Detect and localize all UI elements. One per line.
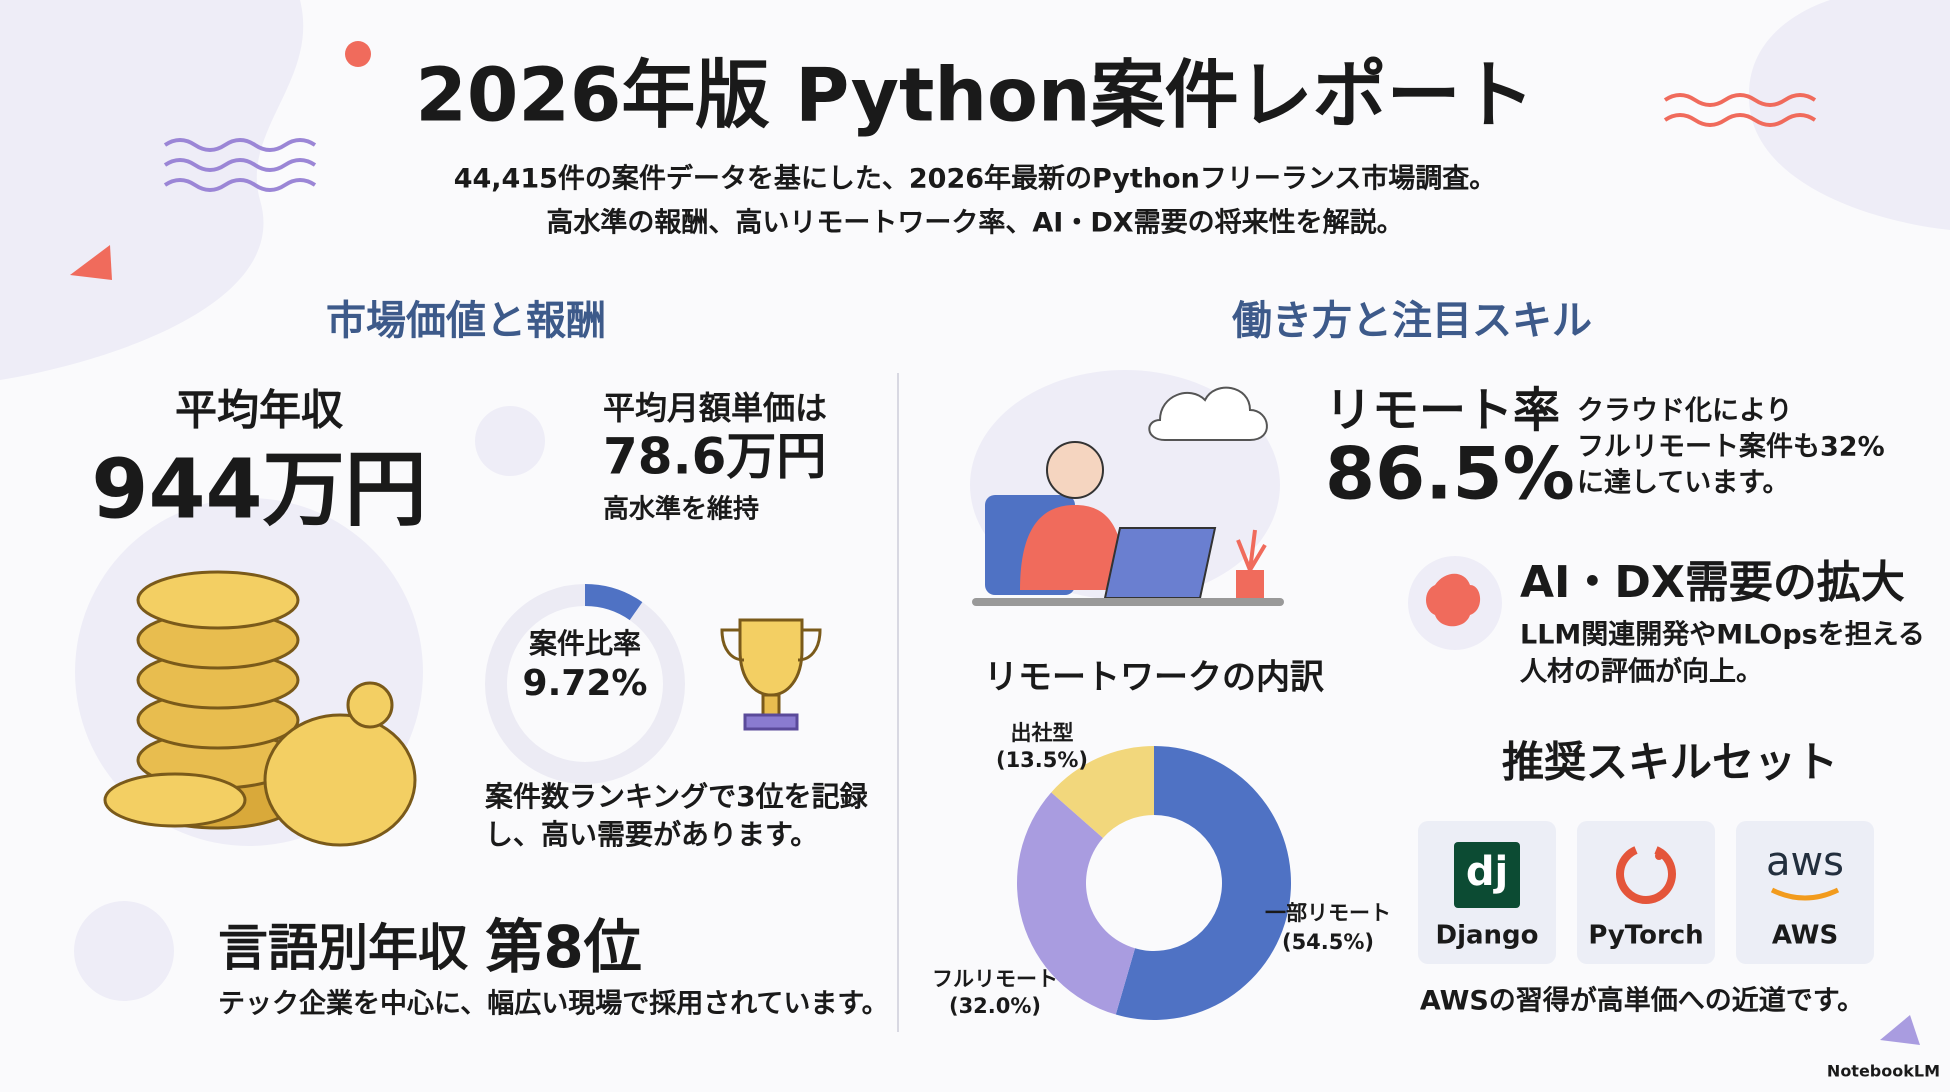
donut-value: 9.72%: [523, 663, 648, 704]
backdrop-circle: [74, 901, 174, 1001]
section-heading: 働き方と注目スキル: [1232, 298, 1592, 344]
triangle-accent: [1880, 1015, 1920, 1045]
skill-name: Django: [1435, 921, 1538, 951]
stat-note: に達しています。: [1577, 468, 1790, 499]
stat-note: 高水準を維持: [603, 494, 759, 525]
blob: [1748, 0, 1950, 230]
coins-illustration: [103, 570, 417, 847]
wave: [163, 138, 317, 192]
subtitle: 高水準の報酬、高いリモートワーク率、AI・DX需要の将来性を解説。: [546, 207, 1403, 239]
feature-note: LLM関連開発やMLOpsを担える: [1520, 620, 1925, 651]
share-arc: [585, 584, 643, 621]
skill-logo: aws: [1766, 839, 1844, 885]
pie-segment: [1115, 746, 1291, 1020]
stat-note: クラウド化により: [1577, 396, 1792, 427]
ai-icon-brain: [1426, 573, 1481, 627]
skill-card: [1736, 821, 1874, 964]
aws-logo-smile: [1770, 887, 1840, 901]
section-heading: 市場価値と報酬: [326, 298, 606, 344]
segment-value: (54.5%): [1282, 930, 1374, 954]
share-donut: [585, 584, 643, 621]
backdrop-circle: [475, 406, 545, 476]
title: 2026年版 Python案件レポート: [415, 53, 1534, 139]
stat-label: リモート率: [1325, 384, 1560, 439]
section-subheading: 推奨スキルセット: [1502, 738, 1838, 787]
pytorch-logo: [1616, 846, 1676, 904]
blob: [0, 0, 304, 380]
skill-note: AWSの習得が高単価への近道です。: [1420, 985, 1864, 1017]
feature-title: AI・DX需要の拡大: [1520, 557, 1905, 608]
stat-note: し、高い需要があります。: [485, 818, 818, 851]
skill-card: [1577, 821, 1715, 964]
segment-value: (13.5%): [996, 748, 1088, 772]
pytorch-logo-dot: [1655, 852, 1663, 860]
triangle-accent: [70, 245, 112, 280]
django-logo: [1454, 842, 1520, 908]
segment-value: (32.0%): [949, 994, 1041, 1018]
remote-work-illustration: [970, 370, 1284, 606]
stat-label: 平均月額単価は: [603, 389, 827, 427]
rank-note: テック企業を中心に、幅広い現場で採用されています。: [218, 989, 889, 1020]
segment-name: 一部リモート: [1265, 901, 1391, 925]
remote-donut: [1016, 746, 1291, 1020]
wave: [1663, 93, 1817, 127]
trophy-icon: [720, 618, 822, 731]
segment-name: フルリモート: [932, 967, 1058, 991]
pie-segment: [1051, 746, 1154, 839]
rank-title-text: 言語別年収: [218, 919, 485, 977]
rank-emphasis: 第8位: [485, 913, 641, 981]
donut-label: 案件比率: [529, 627, 641, 660]
stat-value: 78.6万円: [603, 428, 826, 486]
subtitle: 44,415件の案件データを基にした、2026年最新のPythonフリーランス市…: [454, 163, 1497, 195]
chart-title: リモートワークの内訳: [984, 658, 1324, 698]
segment-name: 出社型: [1011, 721, 1074, 745]
stat-note: 案件数ランキングで3位を記録: [485, 780, 869, 813]
skill-logo: dj: [1466, 849, 1508, 895]
footer-brand: NotebookLM: [1827, 1062, 1940, 1081]
skill-name: PyTorch: [1588, 921, 1703, 951]
pie-segment: [1016, 792, 1136, 1015]
stat-value: 86.5%: [1325, 432, 1575, 516]
stat-label: 平均年収: [175, 386, 344, 435]
rank-title: 言語別年収 第8位: [218, 913, 642, 981]
stat-value: 944万円: [91, 442, 426, 537]
stat-note: フルリモート案件も32%: [1577, 432, 1885, 463]
dot-accent: [345, 41, 371, 67]
feature-note: 人材の評価が向上。: [1519, 656, 1763, 688]
skill-name: AWS: [1772, 921, 1838, 951]
